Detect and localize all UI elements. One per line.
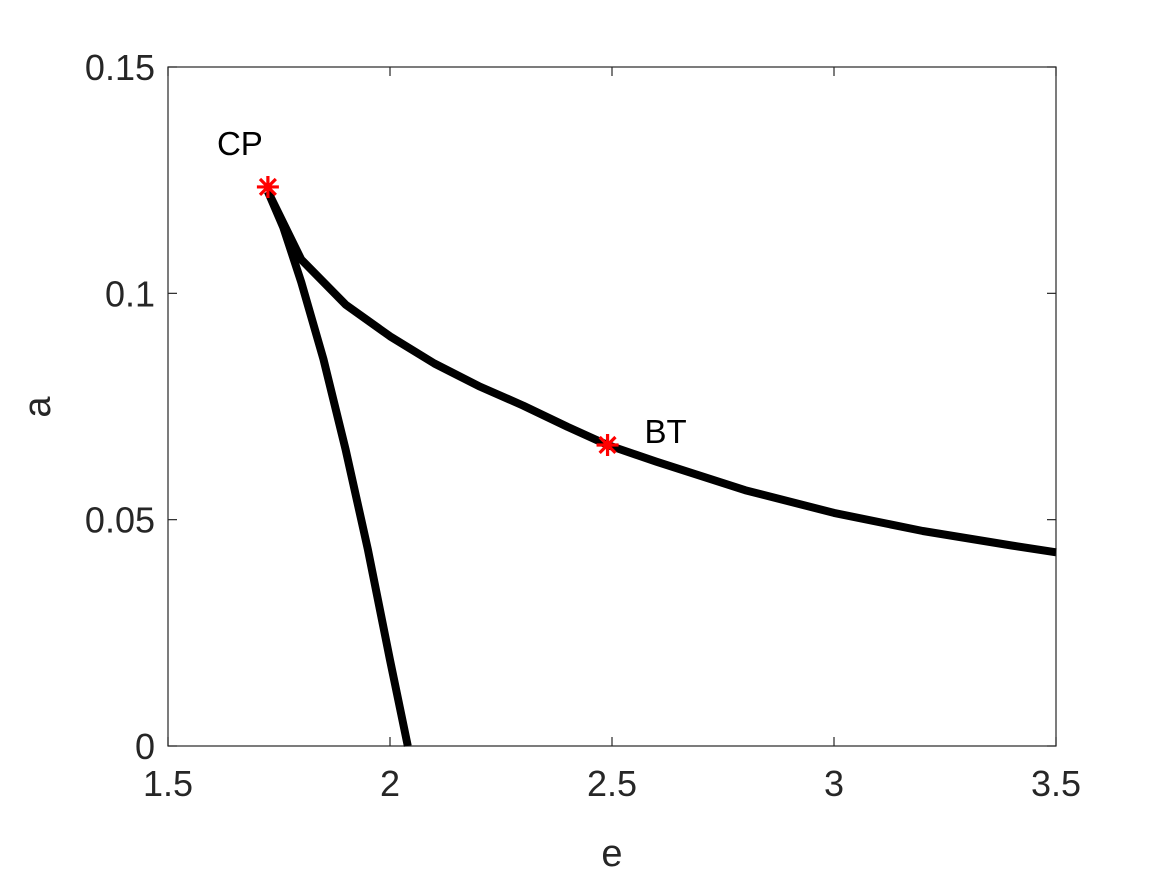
tick-labels: 1.5 2 2.5 3 3.5 0 0.05 0.1 0.15 — [85, 47, 1081, 804]
y-tick-label: 0.15 — [85, 47, 155, 88]
annotation-layer: CP BT — [217, 125, 687, 450]
axis-ticks — [167, 66, 1057, 747]
series-layer — [264, 189, 1057, 747]
y-tick-label: 0.1 — [105, 273, 155, 314]
x-tick-label: 1.5 — [143, 763, 193, 804]
y-tick-label: 0 — [135, 726, 155, 767]
plot-area — [167, 66, 1057, 747]
marker-cp — [256, 175, 279, 198]
annotation-bt: BT — [645, 413, 687, 450]
annotation-cp: CP — [217, 125, 263, 162]
y-tick-label: 0.05 — [85, 500, 155, 541]
series-line-2 — [264, 189, 1057, 557]
x-tick-label: 3 — [824, 763, 844, 804]
marker-bt — [596, 433, 619, 456]
y-axis-label: a — [17, 396, 59, 418]
x-tick-label: 2.5 — [587, 763, 637, 804]
marker-layer — [256, 175, 619, 456]
x-axis-label: e — [601, 833, 622, 875]
x-tick-label: 3.5 — [1031, 763, 1081, 804]
x-tick-label: 2 — [380, 763, 400, 804]
